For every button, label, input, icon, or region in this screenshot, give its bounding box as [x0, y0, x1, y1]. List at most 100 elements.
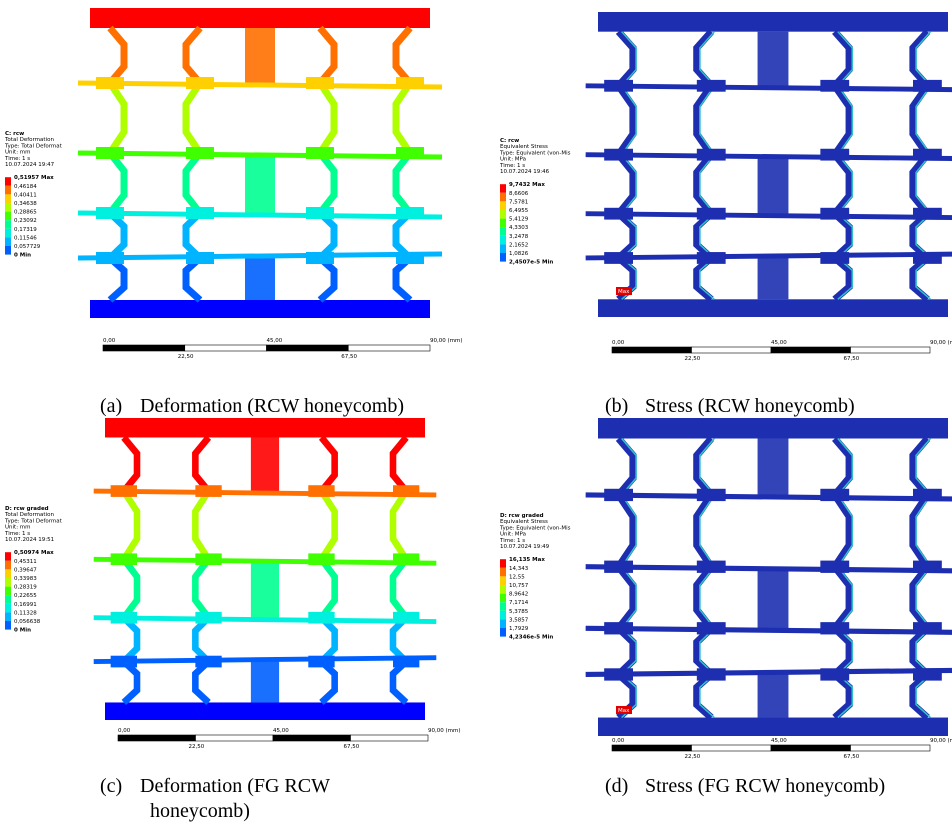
legend-line: 10.07.2024 19:47 — [5, 162, 55, 168]
wall — [913, 495, 927, 567]
caption-label: (d) — [605, 775, 628, 797]
scale-label: 67,50 — [844, 356, 860, 362]
scale-segment — [348, 345, 430, 351]
strut — [586, 155, 952, 159]
legend-level: 5,4129 — [509, 217, 529, 223]
scale-label: 67,50 — [341, 354, 357, 360]
node — [604, 489, 633, 501]
wall — [186, 258, 200, 300]
legend-level: 2,1652 — [509, 242, 528, 248]
wall — [913, 439, 927, 495]
top-plate — [105, 418, 425, 437]
legend-level: 12,55 — [509, 574, 525, 580]
node — [913, 208, 942, 220]
wall — [396, 213, 410, 258]
node — [96, 207, 124, 219]
wall — [835, 258, 849, 299]
scale-segment — [118, 735, 196, 741]
scale-segment — [612, 347, 692, 353]
column — [245, 258, 275, 300]
legend-line: Equivalent Stress — [500, 144, 548, 150]
scale-label: 45,00 — [267, 338, 283, 344]
legend-level: 0,40411 — [14, 192, 37, 198]
legend-level: 0,16991 — [14, 602, 37, 608]
wall — [393, 437, 406, 491]
legend-swatch — [5, 578, 11, 587]
wall — [913, 674, 927, 717]
node — [820, 668, 849, 680]
node — [111, 656, 137, 668]
node — [697, 668, 726, 680]
wall — [697, 258, 711, 299]
wall — [195, 559, 208, 617]
legend-line: Total Deformation — [4, 512, 54, 518]
node — [820, 252, 849, 264]
node — [306, 147, 334, 159]
bottom-plate — [598, 299, 948, 317]
legend-swatch — [5, 186, 11, 195]
legend-line: Type: Total Deformat — [4, 518, 63, 524]
legend-line: Time: 1 s — [499, 163, 525, 169]
node — [195, 656, 221, 668]
wall — [913, 155, 927, 214]
legend-level: 0 Min — [14, 628, 31, 634]
wall — [835, 214, 849, 258]
node — [913, 561, 942, 573]
panel: MaxD: rcw gradedEquivalent StressType: E… — [499, 418, 952, 797]
legend-level: 0,39647 — [14, 567, 37, 573]
node — [820, 622, 849, 634]
scale-label: 90,00 (mm) — [430, 338, 463, 344]
wall — [393, 491, 406, 559]
legend-level: 0,28319 — [14, 585, 37, 591]
column — [245, 28, 275, 83]
caption-text: Deformation (FG RCW — [140, 775, 330, 797]
legend-line: Unit: mm — [5, 150, 31, 156]
legend-line: C: rcw — [5, 131, 24, 137]
legend-line: Unit: mm — [5, 525, 31, 531]
caption-text: Stress (FG RCW honeycomb) — [645, 775, 885, 797]
legend-swatch — [500, 201, 506, 210]
wall — [697, 86, 711, 155]
node — [820, 80, 849, 92]
wall — [835, 495, 849, 567]
node — [306, 252, 334, 264]
wall — [321, 437, 334, 491]
node — [820, 561, 849, 573]
column — [251, 662, 279, 703]
node — [393, 656, 419, 668]
legend-level: 10,757 — [509, 583, 529, 589]
legend-level: 1,7929 — [509, 626, 529, 632]
node — [820, 208, 849, 220]
figure: C: rcw Total DeformationType: Total Defor… — [0, 0, 952, 832]
wall — [186, 153, 200, 213]
legend-line: Unit: MPa — [500, 532, 526, 538]
node — [96, 252, 124, 264]
wall — [396, 258, 410, 300]
node — [697, 149, 726, 161]
legend-swatch — [5, 203, 11, 212]
legend-level: 8,6606 — [509, 191, 529, 197]
legend-level: 16,135 Max — [509, 557, 545, 563]
wall — [110, 213, 124, 258]
scale-segment — [196, 735, 274, 741]
node — [396, 252, 424, 264]
legend-swatch — [500, 193, 506, 202]
node — [308, 485, 334, 497]
column — [758, 674, 789, 717]
wall — [186, 83, 200, 153]
wall — [835, 32, 849, 86]
legend-swatch — [5, 552, 11, 561]
node — [913, 149, 942, 161]
node — [913, 489, 942, 501]
legend-swatch — [500, 219, 506, 228]
legend-line: Time: 1 s — [499, 538, 525, 544]
legend-swatch — [500, 619, 506, 628]
wall — [835, 567, 849, 629]
scale-segment — [771, 347, 851, 353]
strut — [586, 495, 952, 499]
legend-line: Type: Equivalent (von-Mis — [499, 150, 571, 156]
legend-level: 0,50974 Max — [14, 550, 54, 556]
legend-level: 6,4955 — [509, 208, 529, 214]
